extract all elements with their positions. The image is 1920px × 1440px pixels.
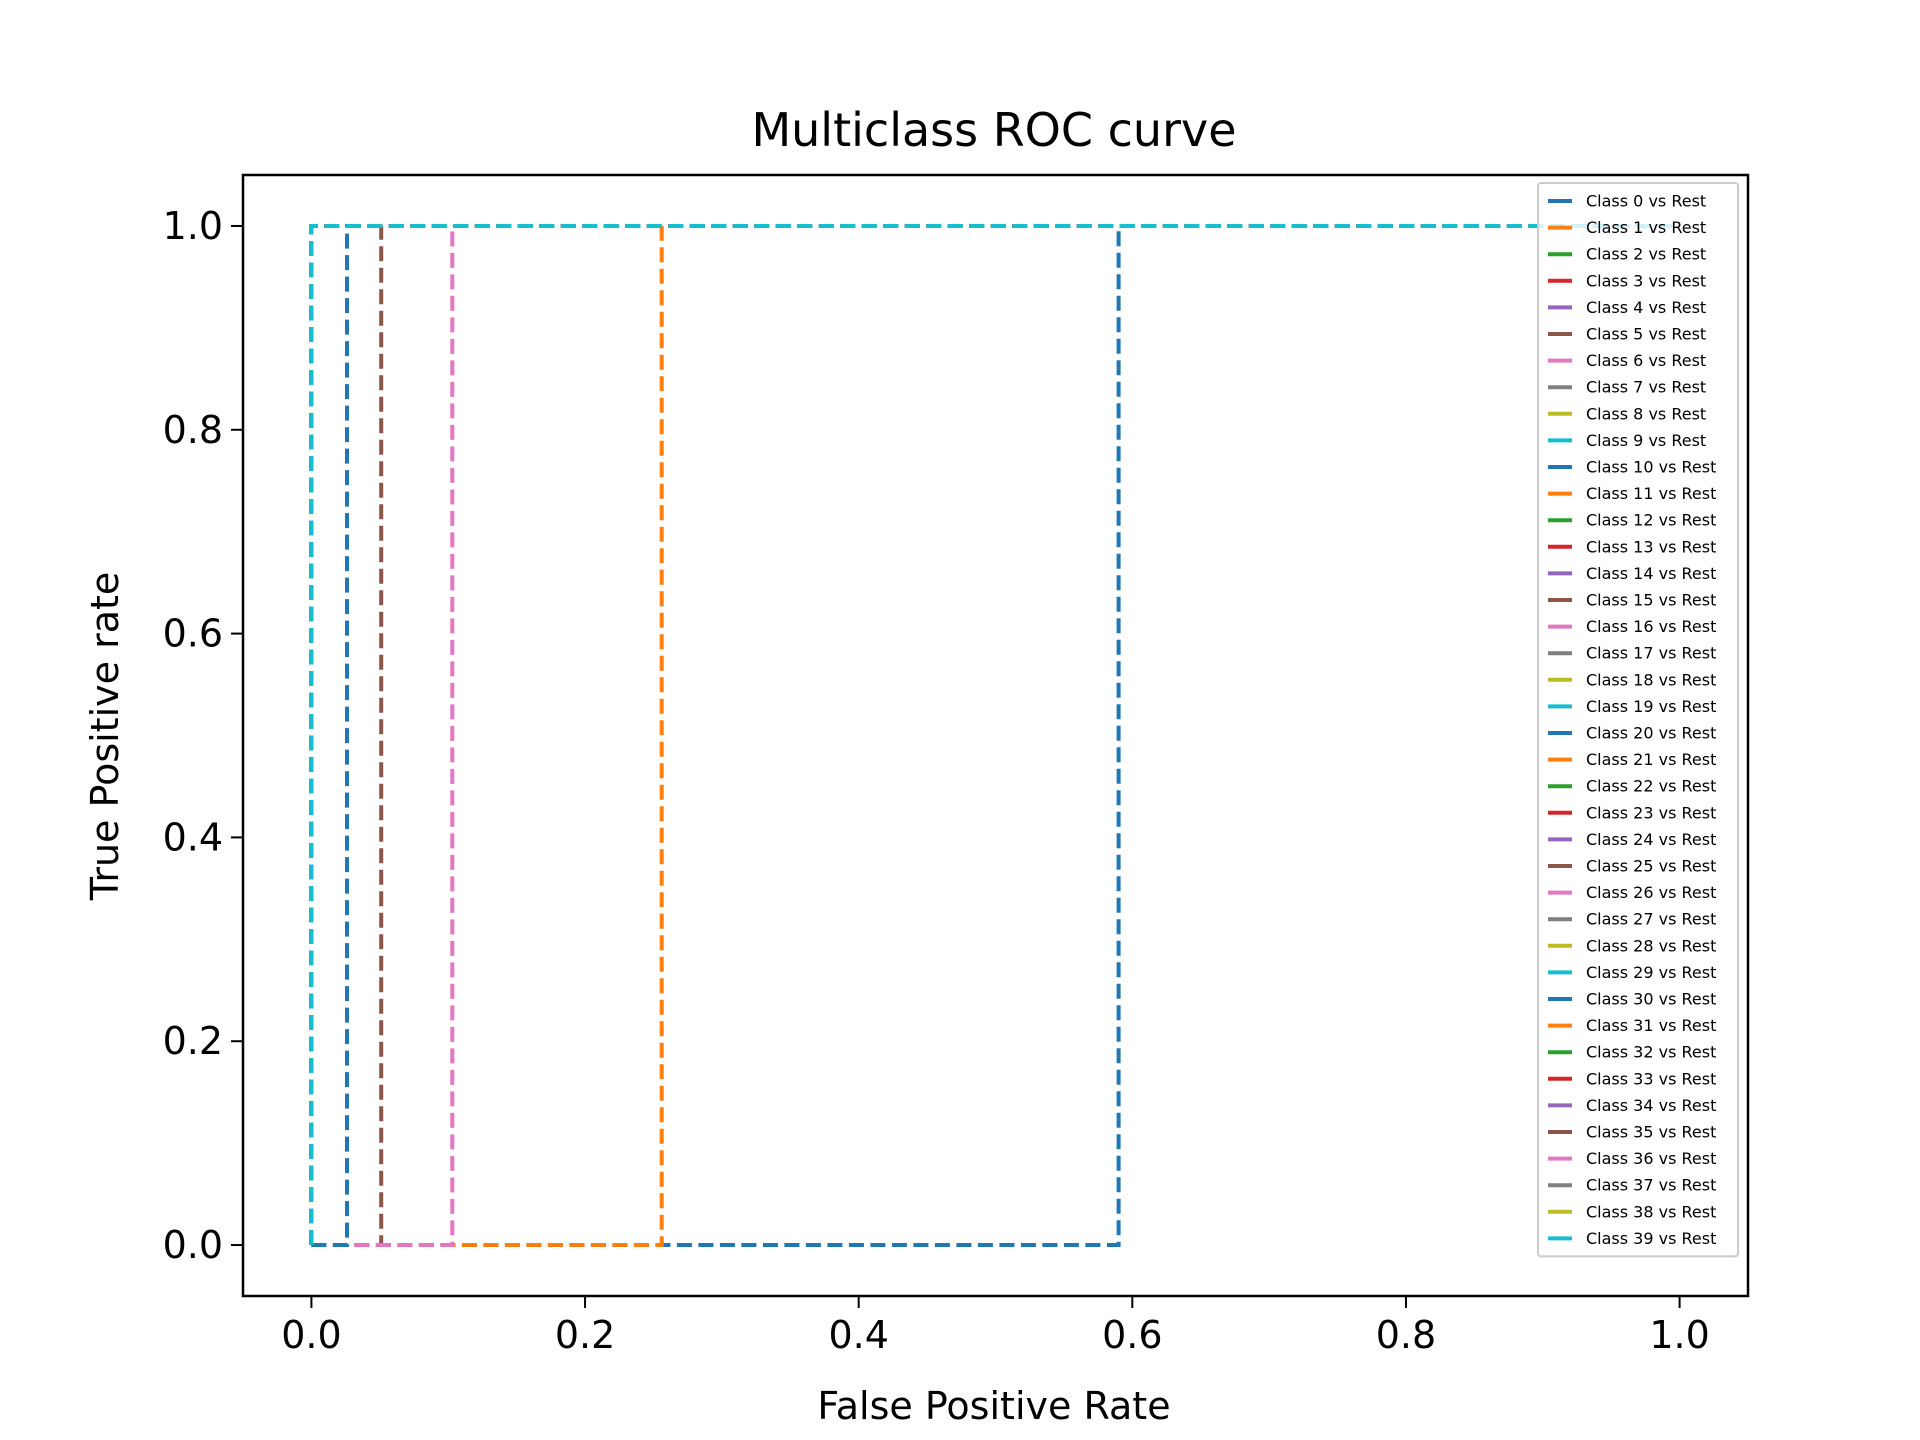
legend-label: Class 15 vs Rest bbox=[1586, 591, 1716, 610]
y-tick-label: 0.4 bbox=[163, 815, 223, 859]
legend-box bbox=[1537, 182, 1739, 1258]
x-tick-label: 0.2 bbox=[555, 1313, 615, 1357]
legend: Class 0 vs Rest Class 1 vs Rest Class 2 vs… bbox=[1537, 182, 1739, 1258]
y-tick-label: 0.8 bbox=[163, 408, 223, 452]
y-axis-label: True Positive rate bbox=[83, 572, 127, 902]
legend-label: Class 32 vs Rest bbox=[1586, 1043, 1716, 1062]
legend-label: Class 13 vs Rest bbox=[1586, 537, 1716, 556]
legend-label: Class 38 vs Rest bbox=[1586, 1202, 1716, 1221]
legend-label: Class 10 vs Rest bbox=[1586, 458, 1716, 477]
legend-label: Class 9 vs Rest bbox=[1586, 431, 1706, 450]
series-line-class-0 bbox=[311, 224, 1680, 1247]
legend-label: Class 39 vs Rest bbox=[1586, 1229, 1716, 1248]
legend-label: Class 29 vs Rest bbox=[1586, 963, 1716, 982]
legend-label: Class 26 vs Rest bbox=[1586, 883, 1716, 902]
legend-label: Class 14 vs Rest bbox=[1586, 564, 1716, 583]
legend-label: Class 21 vs Rest bbox=[1586, 750, 1716, 769]
legend-label: Class 4 vs Rest bbox=[1586, 298, 1706, 317]
legend-label: Class 30 vs Rest bbox=[1586, 990, 1716, 1009]
legend-label: Class 18 vs Rest bbox=[1586, 670, 1716, 689]
legend-label: Class 20 vs Rest bbox=[1586, 724, 1716, 743]
x-axis: 0.0 0.2 0.4 0.6 0.8 1.0 bbox=[281, 1296, 1710, 1357]
legend-label: Class 2 vs Rest bbox=[1586, 245, 1706, 264]
legend-label: Class 22 vs Rest bbox=[1586, 777, 1716, 796]
legend-label: Class 12 vs Rest bbox=[1586, 511, 1716, 530]
y-tick-label: 1.0 bbox=[163, 204, 223, 248]
legend-label: Class 34 vs Rest bbox=[1586, 1096, 1716, 1115]
x-tick-label: 1.0 bbox=[1649, 1313, 1709, 1357]
chart-title: Multiclass ROC curve bbox=[751, 103, 1236, 157]
legend-label: Class 31 vs Rest bbox=[1586, 1016, 1716, 1035]
legend-label: Class 27 vs Rest bbox=[1586, 910, 1716, 929]
x-axis-label: False Positive Rate bbox=[817, 1384, 1170, 1428]
legend-label: Class 37 vs Rest bbox=[1586, 1176, 1716, 1195]
legend-label: Class 7 vs Rest bbox=[1586, 378, 1706, 397]
plot-lines bbox=[309, 224, 1680, 1247]
legend-label: Class 19 vs Rest bbox=[1586, 697, 1716, 716]
legend-label: Class 28 vs Rest bbox=[1586, 936, 1716, 955]
x-tick-label: 0.6 bbox=[1102, 1313, 1162, 1357]
y-tick-label: 0.0 bbox=[163, 1223, 223, 1267]
x-tick-label: 0.4 bbox=[828, 1313, 888, 1357]
plot-frame bbox=[241, 173, 1750, 1298]
legend-label: Class 1 vs Rest bbox=[1586, 218, 1706, 237]
legend-label: Class 8 vs Rest bbox=[1586, 404, 1706, 423]
x-tick-label: 0.0 bbox=[281, 1313, 341, 1357]
legend-label: Class 11 vs Rest bbox=[1586, 484, 1716, 503]
legend-label: Class 3 vs Rest bbox=[1586, 271, 1706, 290]
legend-label: Class 6 vs Rest bbox=[1586, 351, 1706, 370]
legend-label: Class 16 vs Rest bbox=[1586, 617, 1716, 636]
legend-label: Class 17 vs Rest bbox=[1586, 644, 1716, 663]
legend-label: Class 33 vs Rest bbox=[1586, 1069, 1716, 1088]
y-tick-label: 0.2 bbox=[163, 1019, 223, 1063]
series-line-class-39 bbox=[309, 224, 1680, 1245]
legend-label: Class 35 vs Rest bbox=[1586, 1123, 1716, 1142]
legend-label: Class 24 vs Rest bbox=[1586, 830, 1716, 849]
y-axis: 0.0 0.2 0.4 0.6 0.8 1.0 bbox=[163, 204, 243, 1267]
legend-label: Class 36 vs Rest bbox=[1586, 1149, 1716, 1168]
legend-label: Class 0 vs Rest bbox=[1586, 192, 1706, 211]
legend-label: Class 23 vs Rest bbox=[1586, 803, 1716, 822]
legend-label: Class 25 vs Rest bbox=[1586, 857, 1716, 876]
y-tick-label: 0.6 bbox=[163, 612, 223, 656]
legend-label: Class 5 vs Rest bbox=[1586, 325, 1706, 344]
x-tick-label: 0.8 bbox=[1376, 1313, 1436, 1357]
